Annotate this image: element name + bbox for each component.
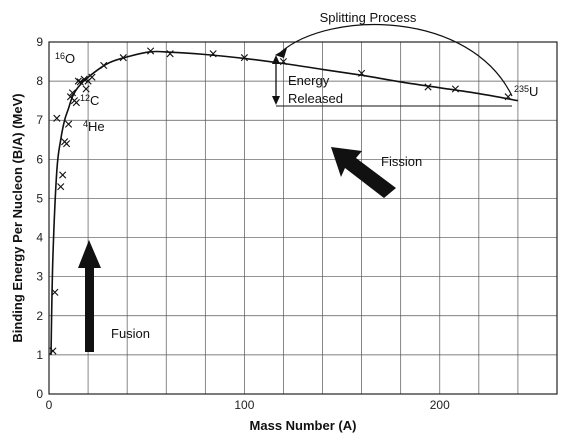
data-point-marker — [119, 54, 127, 62]
y-tick-labels: 0 1 2 3 4 5 6 7 8 9 — [36, 35, 43, 401]
svg-text:12C: 12C — [80, 93, 99, 108]
isotope-mass: 4 — [83, 119, 88, 129]
data-point-marker — [51, 288, 59, 296]
y-tick-label: 8 — [36, 74, 43, 88]
data-point-marker — [68, 89, 77, 97]
y-tick-label: 1 — [36, 348, 43, 362]
fission-arrow — [331, 147, 396, 198]
curve-path — [50, 50, 519, 355]
data-point-marker — [147, 47, 155, 55]
splitting-arrowhead — [275, 48, 287, 58]
binding-energy-curve — [50, 50, 519, 355]
energy-label: Energy — [288, 73, 330, 88]
y-tick-label: 2 — [36, 309, 43, 323]
fission-annotation: Fission — [331, 147, 422, 198]
fusion-label: Fusion — [111, 326, 150, 341]
isotope-symbol: U — [529, 84, 538, 99]
isotope-mass: 12 — [80, 93, 90, 103]
data-point-marker — [240, 54, 248, 62]
splitting-process-label: Splitting Process — [320, 10, 417, 25]
y-tick-label: 4 — [36, 231, 43, 245]
x-axis-label: Mass Number (A) — [250, 418, 357, 433]
isotope-label-u235: 235U — [514, 84, 538, 99]
isotope-symbol: C — [90, 93, 99, 108]
x-tick-label: 100 — [234, 398, 254, 412]
data-markers — [49, 47, 512, 355]
isotope-label-he4: 4He — [83, 119, 105, 134]
isotope-mass: 16 — [55, 51, 65, 61]
data-point-marker — [59, 171, 67, 179]
data-point-marker — [209, 50, 217, 58]
energy-arrow-down — [272, 96, 280, 105]
fission-label: Fission — [381, 154, 422, 169]
x-tick-label: 200 — [430, 398, 450, 412]
data-point-marker — [49, 347, 57, 355]
isotope-label-c12: 12C — [80, 93, 99, 108]
isotope-symbol: O — [65, 51, 75, 66]
data-point-marker — [72, 99, 80, 107]
fusion-annotation: Fusion — [78, 240, 150, 352]
data-point-marker — [424, 83, 432, 91]
y-tick-label: 6 — [36, 152, 43, 166]
x-tick-label: 0 — [46, 398, 53, 412]
data-point-marker — [358, 69, 366, 77]
grid — [49, 42, 557, 394]
data-point-marker — [451, 85, 459, 93]
data-point-marker — [100, 61, 108, 70]
y-axis-label: Binding Energy Per Nucleon (B/A) (MeV) — [10, 93, 25, 342]
data-point-marker — [504, 93, 512, 101]
data-point-marker — [76, 78, 84, 86]
svg-text:235U: 235U — [514, 84, 538, 99]
isotope-symbol: He — [88, 119, 105, 134]
splitting-arc — [280, 24, 513, 97]
data-point-marker — [64, 120, 73, 128]
plot-frame — [48, 41, 558, 395]
data-point-marker — [57, 183, 65, 191]
isotope-label-o16: 16O — [55, 51, 75, 66]
data-point-marker — [80, 75, 88, 83]
energy-arrow-up — [272, 55, 280, 64]
energy-released-annotation: Energy Released — [272, 55, 512, 107]
data-point-marker — [74, 77, 82, 85]
data-point-marker — [88, 73, 96, 81]
data-point-marker — [53, 114, 61, 122]
svg-text:16O: 16O — [55, 51, 75, 66]
y-tick-label: 9 — [36, 35, 43, 49]
released-label: Released — [288, 91, 343, 106]
x-tick-labels: 0 100 200 — [46, 398, 450, 412]
data-point-marker — [62, 140, 71, 148]
y-tick-label: 0 — [36, 387, 43, 401]
isotope-mass: 235 — [514, 84, 529, 94]
data-point-marker — [166, 50, 174, 58]
y-tick-label: 7 — [36, 113, 43, 127]
splitting-process-annotation: Splitting Process — [275, 10, 513, 97]
svg-text:4He: 4He — [83, 119, 105, 134]
data-point-marker — [82, 85, 90, 93]
data-point-marker — [279, 57, 288, 66]
y-tick-label: 3 — [36, 270, 43, 284]
y-tick-label: 5 — [36, 191, 43, 205]
fusion-arrow — [78, 240, 101, 352]
